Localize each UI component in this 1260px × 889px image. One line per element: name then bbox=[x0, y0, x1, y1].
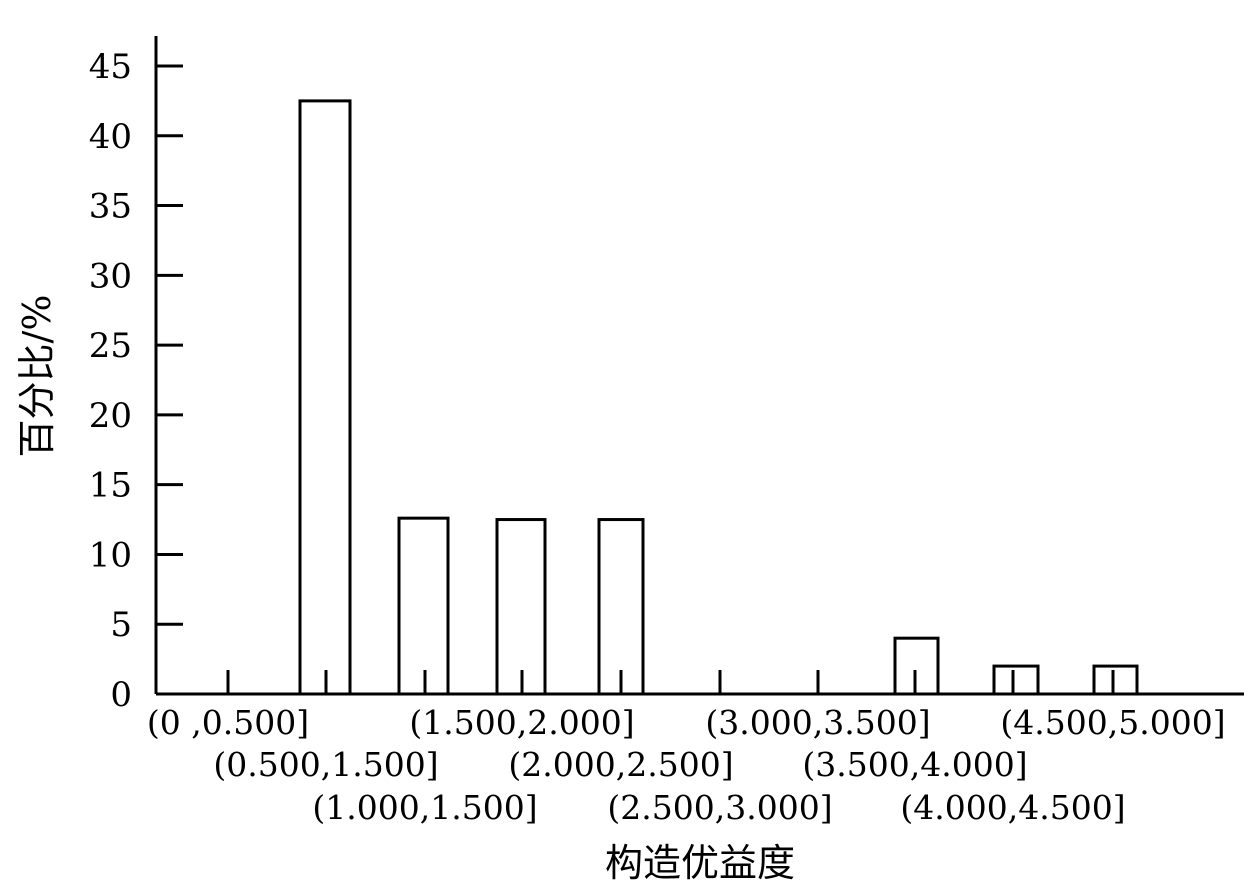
bar bbox=[397, 516, 450, 696]
bars-group bbox=[298, 99, 1139, 696]
y-tick-label: 35 bbox=[89, 187, 132, 227]
x-category-label: (3.500,4.000] bbox=[802, 745, 1027, 784]
x-category-label: (0 ,0.500] bbox=[147, 703, 309, 742]
x-category-label: (4.000,4.500] bbox=[900, 788, 1125, 827]
y-tick-label: 40 bbox=[89, 117, 132, 157]
y-tick-label: 25 bbox=[89, 326, 132, 366]
bar bbox=[597, 518, 645, 696]
y-tick-label: 45 bbox=[89, 47, 132, 87]
x-axis-title: 构造优益度 bbox=[605, 841, 795, 885]
bar bbox=[1092, 664, 1139, 696]
x-category-label: (3.000,3.500] bbox=[705, 703, 930, 742]
bar bbox=[992, 664, 1040, 696]
y-tick-label: 5 bbox=[110, 605, 132, 645]
bar bbox=[298, 99, 352, 696]
axes-group bbox=[154, 36, 1244, 696]
x-category-label: (4.500,5.000] bbox=[1000, 703, 1225, 742]
y-tick-label: 20 bbox=[89, 396, 132, 436]
x-category-label: (1.000,1.500] bbox=[312, 788, 537, 827]
y-tick-label: 10 bbox=[89, 535, 132, 575]
x-category-label: (2.500,3.000] bbox=[607, 788, 832, 827]
bar bbox=[495, 518, 547, 696]
y-tick-label: 0 bbox=[110, 675, 132, 715]
y-tick-label: 30 bbox=[89, 256, 132, 296]
y-ticks-group: 0 5 10 15 20 25 30 35 40 45 bbox=[89, 47, 183, 715]
x-ticks-group: (0 ,0.500](0.500,1.500] (1.000,1.500] (1.5… bbox=[147, 670, 1226, 827]
x-category-label: (2.000,2.500] bbox=[508, 745, 733, 784]
y-axis-title: 百分比/% bbox=[15, 295, 59, 458]
x-category-label: (1.500,2.000] bbox=[409, 703, 634, 742]
x-category-label: (0.500,1.500] bbox=[213, 745, 438, 784]
y-tick-label: 15 bbox=[89, 466, 132, 506]
